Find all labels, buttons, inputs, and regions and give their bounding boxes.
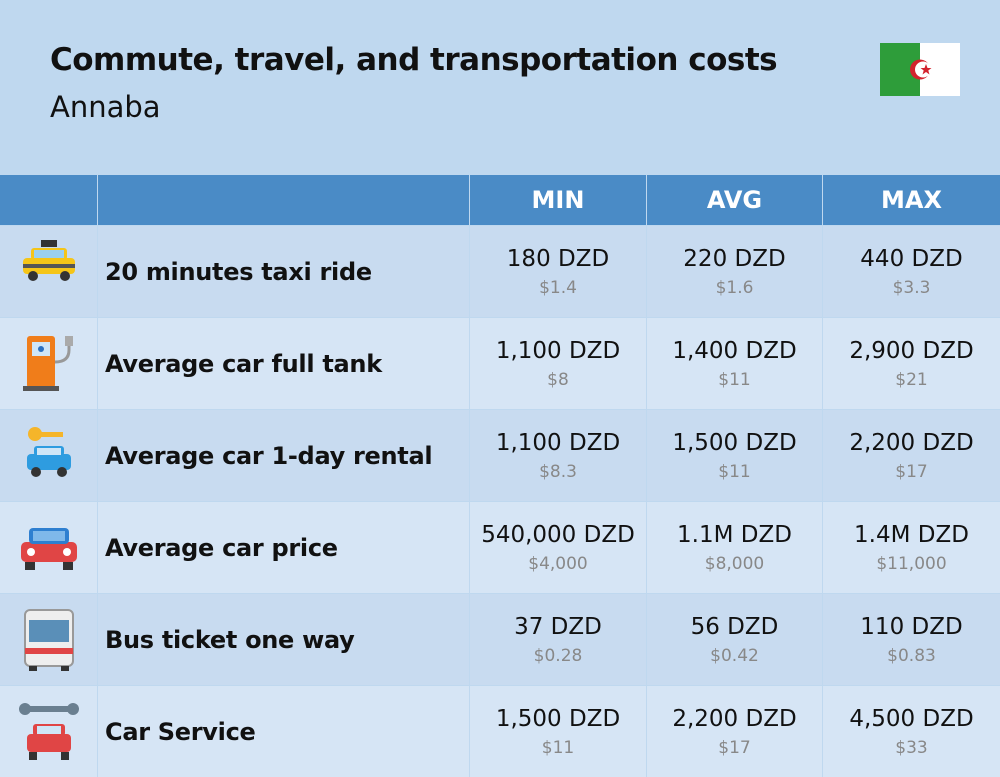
value-cell: 1,100 DZD $8.3: [470, 410, 646, 501]
value-cell: 2,200 DZD $17: [647, 686, 822, 777]
value-cell: 1,500 DZD $11: [470, 686, 646, 777]
subtitle: Annaba: [50, 90, 161, 124]
value-cell: 4,500 DZD $33: [823, 686, 1000, 777]
column-header: MAX: [823, 175, 1000, 225]
value-cell: 1,100 DZD $8: [470, 318, 646, 409]
local-price: 56 DZD: [690, 614, 779, 640]
value-cell: 110 DZD $0.83: [823, 594, 1000, 685]
usd-price: $8,000: [704, 554, 765, 574]
usd-price: $17: [718, 738, 751, 758]
local-price: 37 DZD: [514, 614, 602, 640]
row-icon: [0, 686, 97, 777]
usd-price: $11: [718, 462, 751, 482]
row-icon: [0, 410, 97, 501]
local-price: 1,100 DZD: [495, 338, 621, 364]
local-price: 180 DZD: [506, 246, 610, 272]
value-cell: 37 DZD $0.28: [470, 594, 646, 685]
row-icon: [0, 226, 97, 317]
icon: [22, 239, 75, 281]
icon: [26, 426, 71, 477]
value-cell: 180 DZD $1.4: [470, 226, 646, 317]
usd-price: $11: [718, 370, 751, 390]
icon: [22, 335, 73, 391]
row-icon: [0, 502, 97, 593]
icon: [18, 702, 79, 760]
local-price: 2,200 DZD: [672, 706, 797, 732]
local-price: 1,400 DZD: [672, 338, 797, 364]
value-cell: 1,500 DZD $11: [647, 410, 822, 501]
value-cell: 440 DZD $3.3: [823, 226, 1000, 317]
flag: [880, 43, 960, 96]
value-cell: 1.4M DZD $11,000: [823, 502, 1000, 593]
value-cell: 1.1M DZD $8,000: [647, 502, 822, 593]
column-header: AVG: [647, 175, 822, 225]
title: Commute, travel, and transportation cost…: [50, 42, 778, 78]
local-price: 4,500 DZD: [849, 706, 974, 732]
header-cell: [98, 175, 469, 225]
row-label: Car Service: [98, 686, 469, 777]
icon: [20, 527, 77, 570]
usd-price: $1.4: [539, 278, 577, 298]
usd-price: $11,000: [876, 554, 947, 574]
usd-price: $33: [895, 738, 928, 758]
usd-price: $0.83: [887, 646, 936, 666]
local-price: 110 DZD: [860, 614, 963, 640]
cost-table: MIN AVG MAX 20 minutes taxi ride 180 DZD $1.4…: [0, 175, 1000, 777]
value-cell: 56 DZD $0.42: [647, 594, 822, 685]
value-cell: 540,000 DZD $4,000: [470, 502, 646, 593]
value-cell: 2,900 DZD $21: [823, 318, 1000, 409]
value-cell: 1,400 DZD $11: [647, 318, 822, 409]
usd-price: $17: [895, 462, 928, 482]
usd-price: $8: [547, 370, 569, 390]
row-icon: [0, 594, 97, 685]
row-label: Average car price: [98, 502, 469, 593]
local-price: 440 DZD: [860, 246, 963, 272]
usd-price: $4,000: [528, 554, 588, 574]
usd-price: $3.3: [892, 278, 931, 298]
usd-price: $8.3: [539, 462, 577, 482]
usd-price: $0.28: [533, 646, 583, 666]
column-header: MIN: [470, 175, 646, 225]
row-label: Bus ticket one way: [98, 594, 469, 685]
local-price: 1.1M DZD: [677, 522, 792, 548]
local-price: 1,500 DZD: [495, 706, 621, 732]
usd-price: $1.6: [715, 278, 754, 298]
local-price: 2,900 DZD: [849, 338, 974, 364]
icon: [23, 608, 74, 671]
local-price: 540,000 DZD: [481, 522, 635, 548]
local-price: 1,100 DZD: [495, 430, 621, 456]
local-price: 2,200 DZD: [849, 430, 974, 456]
local-price: 1,500 DZD: [672, 430, 797, 456]
usd-price: $21: [895, 370, 928, 390]
local-price: 1.4M DZD: [854, 522, 969, 548]
value-cell: 220 DZD $1.6: [647, 226, 822, 317]
usd-price: $11: [541, 738, 575, 758]
row-label: Average car 1-day rental: [98, 410, 469, 501]
row-label: Average car full tank: [98, 318, 469, 409]
value-cell: 2,200 DZD $17: [823, 410, 1000, 501]
row-icon: [0, 318, 97, 409]
local-price: 220 DZD: [683, 246, 786, 272]
header-cell: [0, 175, 97, 225]
usd-price: $0.42: [710, 646, 759, 666]
row-label: 20 minutes taxi ride: [98, 226, 469, 317]
